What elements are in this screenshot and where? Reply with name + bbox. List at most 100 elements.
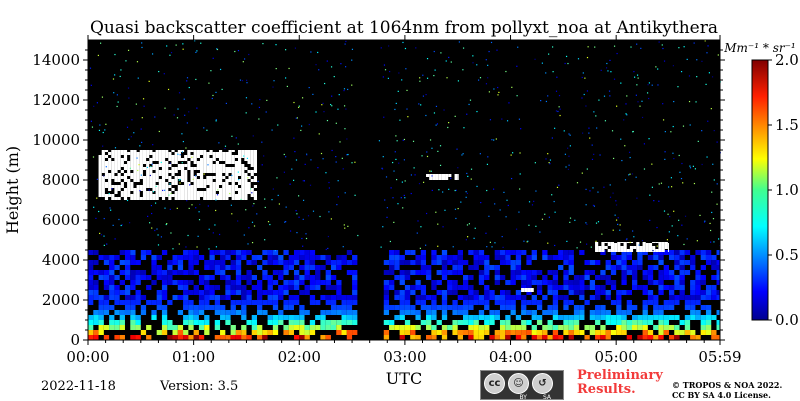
heatmap-speckle [613,45,616,47]
heatmap-speckle [90,120,92,122]
heatmap-cell [262,310,268,315]
heatmap-cell [136,191,140,194]
heatmap-cell [645,243,649,246]
heatmap-speckle [296,213,298,215]
heatmap-cell [404,250,411,255]
heatmap-cell [161,315,168,320]
heatmap-cell [246,260,252,265]
heatmap-speckle [302,180,304,182]
heatmap-cell [193,270,199,275]
heatmap-cell [304,330,310,335]
heatmap-speckle [657,84,659,86]
heatmap-cell [383,270,390,275]
heatmap-cell [468,335,474,340]
heatmap-speckle [383,116,385,118]
heatmap-cell [552,300,559,305]
heatmap-cell [499,260,506,265]
heatmap-speckle [564,153,567,155]
heatmap-speckle [485,59,487,61]
heatmap-cell [542,330,548,335]
heatmap-cell [679,270,685,275]
heatmap-cell [203,161,207,164]
heatmap-cell [616,300,622,305]
x-axis: 00:00 01:00 02:00 03:00 04:00 05:00 05:59 [66,35,742,366]
heatmap-cell [632,280,638,285]
heatmap-cell [117,150,121,152]
heatmap-speckle [119,75,121,78]
heatmap-cell [204,325,210,330]
heatmap-cell [499,320,506,325]
heatmap-cell [183,250,189,255]
heatmap-cell [124,250,131,255]
heatmap-cell [246,280,252,285]
heatmap-cell [225,173,229,176]
heatmap-cell [484,330,490,335]
heatmap-speckle [382,76,384,78]
heatmap-cell [241,173,245,176]
heatmap-speckle [398,162,400,164]
heatmap-cell [558,250,564,255]
heatmap-cell [151,300,157,305]
heatmap-cell [98,315,104,320]
heatmap-cell [140,250,147,255]
heatmap-cell [237,150,242,152]
heatmap-cell [146,285,152,290]
heatmap-cell [478,295,485,300]
heatmap-cell [262,330,268,335]
heatmap-speckle [322,158,324,160]
heatmap-cell [187,167,191,170]
heatmap-cell [119,280,125,285]
heatmap-speckle [333,75,335,78]
heatmap-speckle [480,201,482,204]
heatmap-cell [663,315,669,320]
heatmap-cell [250,155,254,158]
heatmap-cell [621,255,627,260]
heatmap-cell [330,325,337,330]
heatmap-cell [304,270,310,275]
heatmap-speckle [443,109,445,111]
heatmap-cell [431,330,437,335]
heatmap-speckle [151,227,153,229]
heatmap-cell [225,197,229,200]
heatmap-speckle [207,205,209,207]
heatmap-speckle [175,44,177,46]
heatmap-cell [203,150,207,152]
heatmap-speckle [140,128,142,130]
heatmap-speckle [245,209,247,211]
heatmap-cell [573,280,580,285]
heatmap-cell [247,185,251,188]
heatmap-cell [573,320,580,325]
heatmap-cell [172,335,178,340]
heatmap-cell [218,164,223,167]
heatmap-cell [140,305,147,310]
heatmap-speckle [182,48,184,50]
heatmap-speckle [224,145,227,147]
heatmap-speckle [463,127,465,129]
heatmap-cell [151,310,157,315]
heatmap-speckle [321,104,323,106]
heatmap-speckle [298,105,300,107]
heatmap-speckle [95,217,97,219]
heatmap-cell [120,185,124,188]
heatmap-cell [184,197,188,200]
heatmap-cell [142,191,147,194]
heatmap-speckle [114,147,117,149]
heatmap-cell [244,188,248,191]
heatmap-cell [573,290,580,295]
heatmap-cell [542,280,548,285]
heatmap-cell [711,295,717,300]
heatmap-cell [589,315,596,320]
heatmap-cell [705,260,712,265]
heatmap-cell [244,191,248,194]
heatmap-speckle [402,41,404,44]
heatmap-cell [228,158,232,161]
heatmap-cell [151,280,157,285]
heatmap-cell [262,270,268,275]
heatmap-speckle [554,127,556,129]
heatmap-speckle [246,82,248,84]
heatmap-cell [209,255,215,260]
heatmap-cell [668,275,675,280]
heatmap-speckle [708,72,711,74]
heatmap-speckle [586,243,588,245]
heatmap-cell [146,161,150,164]
